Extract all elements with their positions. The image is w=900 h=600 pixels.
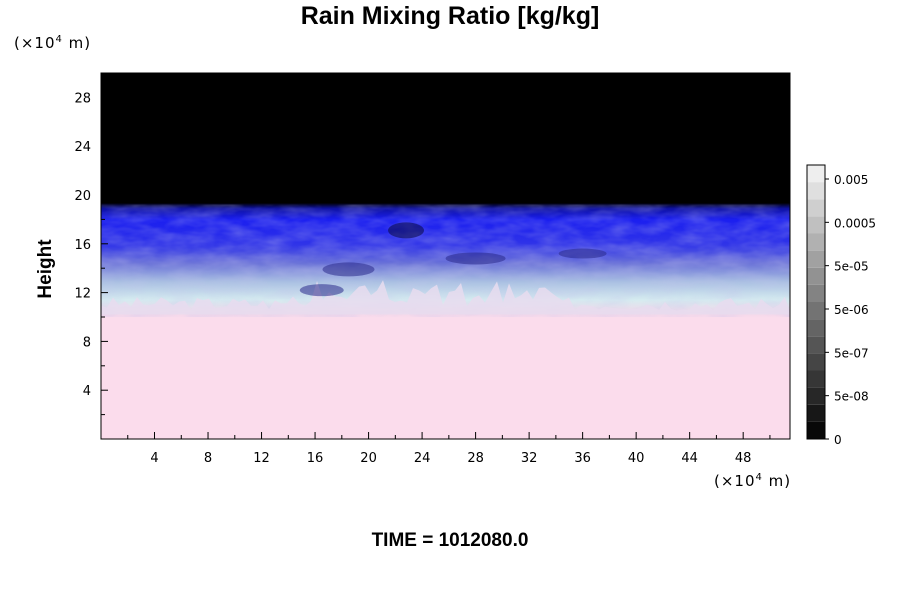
colorbar-label: 0: [834, 433, 842, 447]
x-tick-label: 44: [681, 451, 698, 466]
colorbar-swatch: [807, 370, 825, 388]
cloud-texture: [101, 204, 790, 317]
x-tick-label: 40: [628, 451, 645, 466]
colorbar-swatch: [807, 284, 825, 302]
x-tick-label: 20: [360, 451, 377, 466]
y-tick-label: 8: [83, 335, 91, 350]
colorbar-swatch: [807, 182, 825, 200]
x-tick-label: 16: [307, 451, 324, 466]
y-axis-unit: (×104 m): [14, 34, 92, 52]
colorbar-swatch: [807, 302, 825, 320]
y-tick-label: 20: [74, 189, 91, 204]
x-tick-label: 32: [521, 451, 538, 466]
colorbar-swatch: [807, 319, 825, 337]
plot-frame: [100, 72, 791, 440]
colorbar-frame: [806, 164, 826, 440]
dark-cloud-patch: [558, 248, 607, 259]
x-tick-label: 4: [150, 451, 158, 466]
colorbar-label: 0.005: [834, 173, 868, 187]
colorbar-swatch: [807, 250, 825, 268]
colorbar-swatch: [807, 336, 825, 354]
colorbar-swatch: [807, 216, 825, 234]
chart-title: Rain Mixing Ratio [kg/kg]: [300, 2, 600, 30]
colorbar-label: 0.0005: [834, 216, 876, 230]
time-label: TIME = 1012080.0: [371, 530, 529, 551]
cloud-base-structures: [101, 280, 790, 315]
x-tick-label: 8: [204, 451, 212, 466]
dark-cloud-patch: [388, 222, 425, 239]
dark-cloud-patch: [299, 284, 344, 297]
x-tick-label: 12: [253, 451, 270, 466]
colorbar-swatch: [807, 421, 825, 439]
colorbar-label: 5e-07: [834, 346, 869, 360]
x-tick-label: 28: [467, 451, 484, 466]
colorbar-swatch: [807, 387, 825, 405]
colorbar-swatch: [807, 404, 825, 422]
colorbar-swatch: [807, 233, 825, 251]
cloud-base-edge: [101, 280, 790, 315]
colorbar-swatch: [807, 267, 825, 285]
y-tick-label: 24: [74, 140, 91, 155]
y-tick-label: 4: [83, 384, 91, 399]
y-tick-label: 12: [74, 287, 91, 302]
colorbar-swatch: [807, 165, 825, 183]
dark-cloud-patch: [445, 252, 506, 265]
colorbar-label: 5e-05: [834, 260, 869, 274]
x-tick-label: 36: [574, 451, 591, 466]
y-tick-label: 16: [74, 238, 91, 253]
x-axis-unit: (×104 m): [714, 472, 792, 490]
colorbar-swatch: [807, 199, 825, 217]
x-tick-label: 24: [414, 451, 431, 466]
colorbar-label: 5e-08: [834, 390, 869, 404]
y-tick-label: 28: [74, 91, 91, 106]
x-tick-label: 48: [735, 451, 752, 466]
dark-cloud-patch: [322, 262, 375, 277]
colorbar-swatch: [807, 353, 825, 371]
colorbar-label: 5e-06: [834, 303, 869, 317]
